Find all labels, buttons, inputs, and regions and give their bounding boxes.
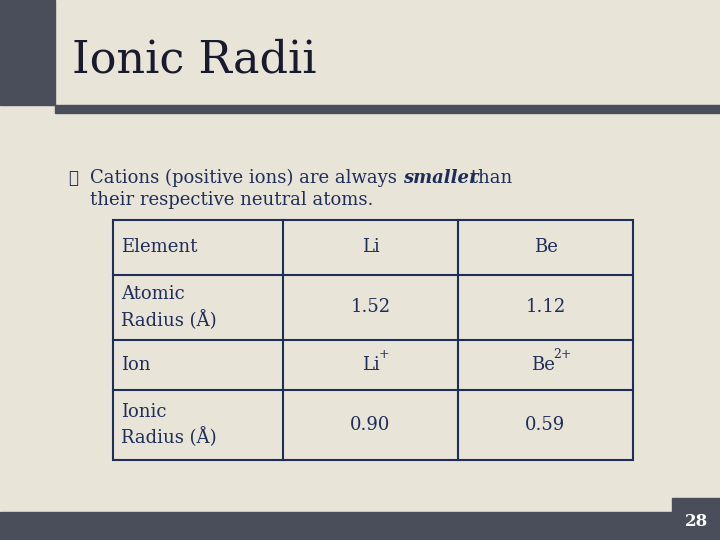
Text: 0.90: 0.90: [351, 416, 391, 434]
Bar: [0, 512, 720, 540]
Bar: [113, 220, 633, 460]
Text: Ionic
Radius (Å): Ionic Radius (Å): [121, 403, 217, 447]
Text: ❖: ❖: [68, 170, 78, 186]
Bar: [672, 498, 720, 540]
Text: Atomic
Radius (Å): Atomic Radius (Å): [121, 285, 217, 329]
Text: 1.52: 1.52: [351, 299, 390, 316]
Text: Cations (positive ions) are always: Cations (positive ions) are always: [90, 169, 402, 187]
Text: their respective neutral atoms.: their respective neutral atoms.: [90, 191, 374, 209]
Text: Ion: Ion: [121, 356, 150, 374]
Text: Be: Be: [531, 356, 555, 374]
Bar: [0, 0, 55, 105]
Text: 0.59: 0.59: [526, 416, 566, 434]
Text: than: than: [465, 169, 512, 187]
Bar: [55, 105, 720, 113]
Text: smaller: smaller: [403, 169, 479, 187]
Text: Be: Be: [534, 239, 557, 256]
Text: 2+: 2+: [554, 348, 572, 361]
Text: 1.12: 1.12: [526, 299, 566, 316]
Text: Li: Li: [362, 356, 380, 374]
Text: 28: 28: [685, 512, 708, 530]
Text: Li: Li: [361, 239, 379, 256]
Text: +: +: [379, 348, 389, 361]
Text: Ionic Radii: Ionic Radii: [72, 38, 317, 82]
Text: Element: Element: [121, 239, 197, 256]
